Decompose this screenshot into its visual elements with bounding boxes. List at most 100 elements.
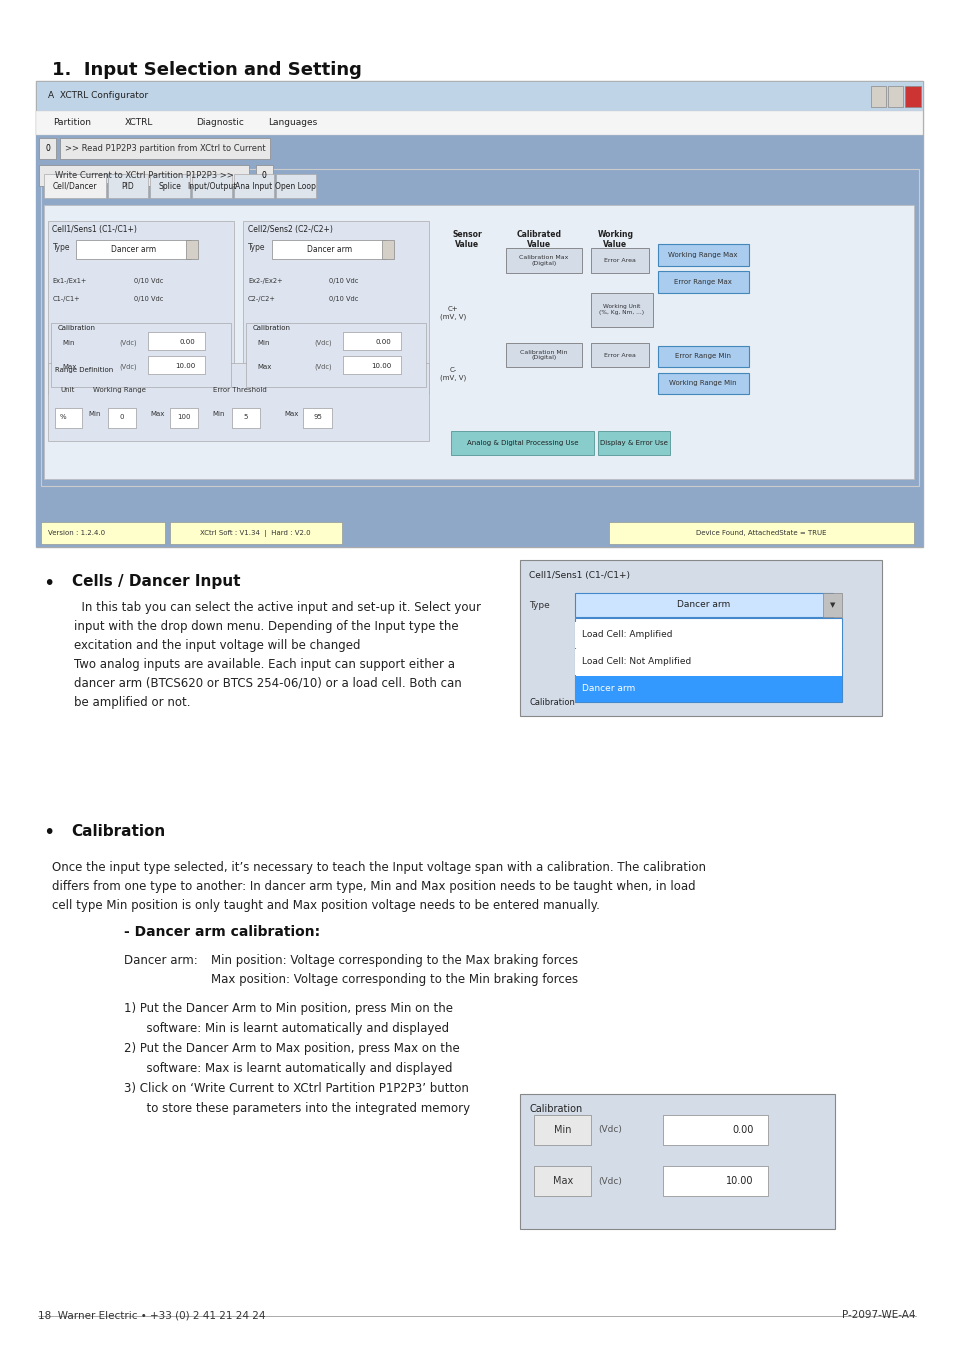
Text: Min: Min [257, 340, 270, 346]
Bar [598, 431, 669, 455]
Bar [36, 135, 923, 547]
Text: Dancer arm: Dancer arm [581, 684, 635, 693]
Text: Load Cell: Not Amplified: Load Cell: Not Amplified [581, 657, 691, 666]
Bar [255, 165, 273, 186]
Text: Calibration: Calibration [529, 698, 575, 707]
Text: Working
Value: Working Value [597, 230, 633, 248]
Text: Working Range Max: Working Range Max [668, 252, 737, 258]
Text: C+
(mV, V): C+ (mV, V) [439, 306, 466, 320]
Text: P-2097-WE-A4: P-2097-WE-A4 [841, 1311, 915, 1320]
Text: Dancer arm: Dancer arm [111, 246, 156, 254]
Bar [44, 174, 106, 198]
Bar [246, 323, 426, 387]
Bar [76, 240, 191, 259]
Bar [534, 1166, 591, 1196]
Bar [658, 244, 748, 266]
Text: Type: Type [529, 601, 550, 610]
Bar [41, 522, 165, 544]
Text: Current Partition: Current Partition [55, 176, 125, 185]
Bar [275, 174, 315, 198]
Bar [662, 1115, 767, 1145]
Text: (Vdc): (Vdc) [598, 1177, 622, 1185]
Text: Min: Min [62, 340, 74, 346]
Text: Splice: Splice [158, 182, 181, 190]
Text: Ex2-/Ex2+: Ex2-/Ex2+ [248, 278, 282, 283]
Text: A  XCTRL Configurator: A XCTRL Configurator [48, 92, 148, 100]
Text: 0.00: 0.00 [179, 339, 195, 344]
Text: 0: 0 [45, 144, 51, 153]
Bar [658, 271, 748, 293]
Text: (Vdc): (Vdc) [314, 340, 332, 346]
Text: (Vdc): (Vdc) [119, 364, 136, 370]
Text: 10.00: 10.00 [371, 363, 391, 369]
Text: •: • [43, 824, 54, 842]
Text: Cell2/Sens2 (C2-/C2+): Cell2/Sens2 (C2-/C2+) [248, 225, 333, 235]
Bar [505, 248, 581, 273]
Bar [662, 1166, 767, 1196]
Text: Cells / Dancer Input: Cells / Dancer Input [71, 574, 240, 589]
Bar [591, 248, 648, 273]
Text: Cell1/Sens1 (C1-/C1+): Cell1/Sens1 (C1-/C1+) [52, 225, 137, 235]
Text: Languages: Languages [268, 119, 317, 127]
Text: 0/10 Vdc: 0/10 Vdc [329, 296, 358, 301]
Bar [575, 622, 841, 648]
Bar [108, 174, 148, 198]
Bar [343, 332, 400, 350]
Text: Min position: Voltage corresponding to the Max braking forces
    Max position: : Min position: Voltage corresponding to t… [195, 954, 578, 987]
Bar [148, 332, 205, 350]
Bar [39, 138, 56, 159]
Text: Error Area: Error Area [603, 352, 636, 358]
Text: Error Range Max: Error Range Max [674, 279, 731, 285]
Bar [44, 205, 913, 479]
Text: Calibrated
Value: Calibrated Value [516, 230, 561, 248]
Text: Type: Type [248, 243, 265, 252]
Text: Analog & Digital Processing Use: Analog & Digital Processing Use [467, 440, 578, 446]
Text: 0/10 Vdc: 0/10 Vdc [133, 278, 163, 283]
Text: Display & Error Use: Display & Error Use [598, 440, 667, 446]
Text: Max: Max [62, 364, 76, 370]
Text: Open Loop: Open Loop [275, 182, 315, 190]
Text: (Vdc): (Vdc) [598, 1126, 622, 1134]
Text: Dancer arm: Dancer arm [306, 246, 352, 254]
Bar [150, 174, 190, 198]
Text: Error Threshold: Error Threshold [213, 387, 266, 393]
Bar [48, 221, 233, 394]
Bar [887, 86, 902, 107]
Text: Calibration: Calibration [253, 325, 291, 331]
Text: (Vdc): (Vdc) [119, 340, 136, 346]
Text: Sensor
Value: Sensor Value [452, 230, 482, 248]
Bar [272, 240, 386, 259]
Bar [233, 174, 274, 198]
Text: 0.00: 0.00 [732, 1125, 753, 1135]
Bar [36, 111, 923, 135]
Text: Error Area: Error Area [603, 258, 636, 263]
Text: Calibration Max
(Digital): Calibration Max (Digital) [518, 255, 568, 266]
Text: Version : 1.2.4.0: Version : 1.2.4.0 [48, 531, 105, 536]
Text: Working Unit
(%, Kg, Nm, ...): Working Unit (%, Kg, Nm, ...) [598, 304, 644, 315]
Bar [591, 293, 653, 327]
Text: Once the input type selected, it’s necessary to teach the Input voltage span wit: Once the input type selected, it’s neces… [52, 861, 706, 913]
Text: Write Current to XCtrl Partition P1P2P3 >>: Write Current to XCtrl Partition P1P2P3 … [54, 171, 233, 180]
Text: XCTRL: XCTRL [125, 119, 153, 127]
Text: Error Range Min: Error Range Min [675, 354, 730, 359]
Bar [658, 373, 748, 394]
Bar [51, 323, 231, 387]
Text: C-
(mV, V): C- (mV, V) [439, 367, 466, 381]
Bar [519, 1094, 834, 1228]
Bar [343, 356, 400, 374]
Text: 0.00: 0.00 [375, 339, 391, 344]
Bar [170, 522, 341, 544]
Text: %: % [60, 414, 67, 420]
Bar [36, 81, 923, 111]
Text: PID: PID [121, 182, 134, 190]
Text: XCtrl Soft : V1.34  |  Hard : V2.0: XCtrl Soft : V1.34 | Hard : V2.0 [200, 529, 311, 537]
Bar [575, 618, 841, 702]
Bar [186, 240, 198, 259]
Text: Ana Input: Ana Input [234, 182, 273, 190]
Text: Working Range Min: Working Range Min [669, 381, 736, 386]
Bar [534, 1115, 591, 1145]
Text: 1.  Input Selection and Setting: 1. Input Selection and Setting [52, 61, 362, 78]
Bar [451, 431, 594, 455]
Text: ▼: ▼ [829, 602, 835, 608]
Text: - Dancer arm calibration:: - Dancer arm calibration: [124, 925, 320, 938]
